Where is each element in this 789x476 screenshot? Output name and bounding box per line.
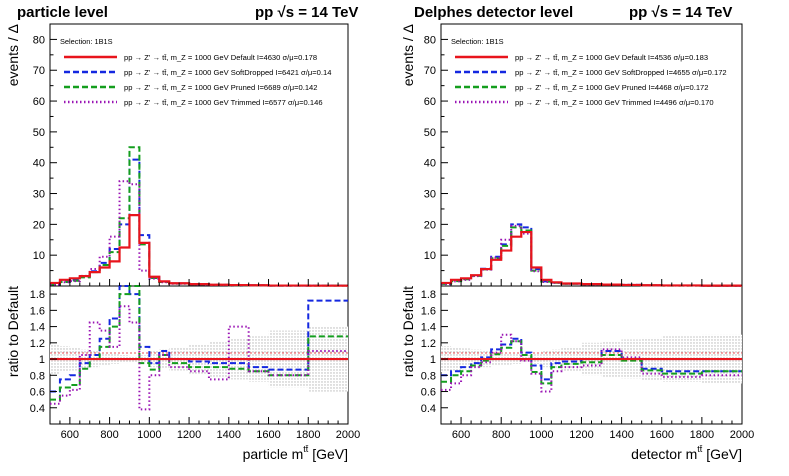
panel-particle-level: particle level pp √s = 14 TeV 600 800 1000… xyxy=(5,4,360,462)
legend-entry-softdropped: pp → Z' → tt̄, m_Z = 1000 GeV SoftDroppe… xyxy=(124,68,331,77)
legend: pp → Z' → tt̄, m_Z = 1000 GeV Default I=… xyxy=(455,53,727,107)
x-tick-label-600: 600 xyxy=(61,429,79,441)
y-tick-label-top-40: 40 xyxy=(33,158,45,170)
x-tick-label-1400: 1400 xyxy=(609,429,633,441)
y-tick-label-top-80: 80 xyxy=(424,34,436,46)
x-tick-label-1600: 1600 xyxy=(649,429,673,441)
ratio-line-trimmed xyxy=(441,333,742,393)
panel-title: Delphes detector level xyxy=(414,4,573,21)
series-line-softdropped xyxy=(50,158,348,287)
energy-label: pp √s = 14 TeV xyxy=(629,4,732,21)
legend-entry-softdropped: pp → Z' → tt̄, m_Z = 1000 GeV SoftDroppe… xyxy=(515,68,727,77)
y-tick-label-ratio-0.8: 0.8 xyxy=(421,370,436,382)
y-tick-label-top-30: 30 xyxy=(33,189,45,201)
series-line-pruned xyxy=(441,226,742,287)
y-tick-label-top-50: 50 xyxy=(424,127,436,139)
y-tick-label-ratio-0.6: 0.6 xyxy=(421,387,436,399)
series-line-pruned xyxy=(50,146,348,287)
y-axis-label-ratio: ratio to Default xyxy=(5,286,21,377)
panel-title: particle level xyxy=(17,4,108,21)
y-tick-label-ratio-1.8: 1.8 xyxy=(30,289,45,301)
series-line-default xyxy=(441,230,742,287)
x-tick-label-1400: 1400 xyxy=(217,429,241,441)
y-tick-label-ratio-1.4: 1.4 xyxy=(30,322,45,334)
x-tick-label-2000: 2000 xyxy=(336,429,360,441)
y-tick-label-ratio-0.4: 0.4 xyxy=(30,403,45,415)
series-line-trimmed xyxy=(50,180,348,287)
top-axis-frame xyxy=(440,23,743,287)
y-tick-label-top-10: 10 xyxy=(424,250,436,262)
x-tick-label-1600: 1600 xyxy=(256,429,280,441)
series-line-default xyxy=(50,214,348,287)
legend-entry-trimmed: pp → Z' → tt̄, m_Z = 1000 GeV Trimmed I=… xyxy=(124,98,323,107)
y-tick-label-ratio-0.6: 0.6 xyxy=(30,387,45,399)
y-tick-label-ratio-1.6: 1.6 xyxy=(421,305,436,317)
y-tick-label-top-60: 60 xyxy=(424,96,436,108)
x-tick-label-1200: 1200 xyxy=(177,429,201,441)
y-tick-label-top-70: 70 xyxy=(424,65,436,77)
y-tick-label-ratio-1.4: 1.4 xyxy=(421,322,436,334)
x-axis-label: detector mtt̄ [GeV] xyxy=(631,444,742,462)
y-axis-label-top: events / Δ xyxy=(400,24,416,86)
x-tick-label-800: 800 xyxy=(492,429,510,441)
y-tick-label-top-20: 20 xyxy=(33,219,45,231)
y-tick-label-top-10: 10 xyxy=(33,250,45,262)
y-tick-label-top-30: 30 xyxy=(424,189,436,201)
y-tick-label-ratio-1: 1 xyxy=(430,354,436,366)
x-tick-label-1800: 1800 xyxy=(296,429,320,441)
selection-label: Selection: 1B1S xyxy=(451,37,504,46)
y-tick-label-ratio-1.2: 1.2 xyxy=(30,338,45,350)
y-tick-label-ratio-1.2: 1.2 xyxy=(421,338,436,350)
y-tick-label-top-70: 70 xyxy=(33,65,45,77)
y-tick-label-ratio-0.8: 0.8 xyxy=(30,370,45,382)
legend: pp → Z' → tt̄, m_Z = 1000 GeV Default I=… xyxy=(64,53,331,107)
energy-label: pp √s = 14 TeV xyxy=(255,4,358,21)
ratio-line-trimmed xyxy=(50,305,348,411)
legend-entry-trimmed: pp → Z' → tt̄, m_Z = 1000 GeV Trimmed I=… xyxy=(515,98,714,107)
panel-detector-level: Delphes detector level pp √s = 14 TeV 60… xyxy=(400,4,754,462)
y-tick-label-top-20: 20 xyxy=(424,219,436,231)
selection-label: Selection: 1B1S xyxy=(60,37,113,46)
x-axis-label: particle mtt̄ [GeV] xyxy=(243,444,348,462)
y-tick-label-ratio-1: 1 xyxy=(39,354,45,366)
y-tick-label-top-80: 80 xyxy=(33,34,45,46)
y-tick-label-top-60: 60 xyxy=(33,96,45,108)
top-axis-frame xyxy=(49,23,349,287)
legend-entry-pruned: pp → Z' → tt̄, m_Z = 1000 GeV Pruned I=4… xyxy=(515,83,709,92)
x-tick-label-600: 600 xyxy=(452,429,470,441)
y-tick-label-top-50: 50 xyxy=(33,127,45,139)
legend-entry-default: pp → Z' → tt̄, m_Z = 1000 GeV Default I=… xyxy=(515,53,708,62)
ratio-line-pruned xyxy=(441,340,742,385)
y-tick-label-top-40: 40 xyxy=(424,158,436,170)
series-line-trimmed xyxy=(441,224,742,287)
y-axis-label-ratio: ratio to Default xyxy=(400,286,416,377)
series-line-softdropped xyxy=(441,223,742,287)
legend-entry-default: pp → Z' → tt̄, m_Z = 1000 GeV Default I=… xyxy=(124,53,317,62)
y-tick-label-ratio-0.4: 0.4 xyxy=(421,403,436,415)
y-axis-label-top: events / Δ xyxy=(5,24,21,86)
y-tick-label-ratio-1.8: 1.8 xyxy=(421,289,436,301)
y-tick-label-ratio-1.6: 1.6 xyxy=(30,305,45,317)
x-tick-label-1200: 1200 xyxy=(569,429,593,441)
x-tick-label-2000: 2000 xyxy=(730,429,754,441)
legend-entry-pruned: pp → Z' → tt̄, m_Z = 1000 GeV Pruned I=6… xyxy=(124,83,318,92)
x-tick-label-1000: 1000 xyxy=(529,429,553,441)
x-tick-label-1000: 1000 xyxy=(137,429,161,441)
x-tick-label-1800: 1800 xyxy=(690,429,714,441)
x-tick-label-800: 800 xyxy=(100,429,118,441)
